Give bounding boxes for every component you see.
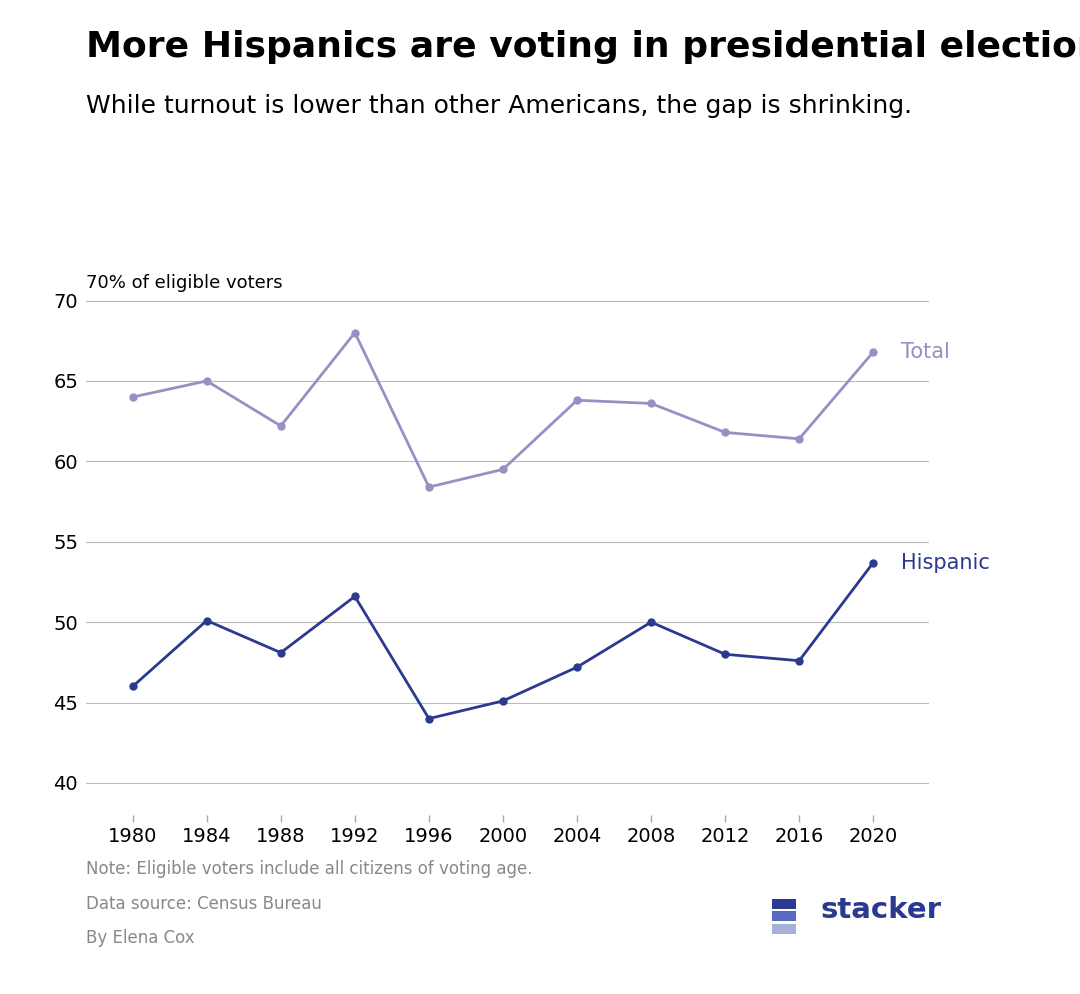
Text: While turnout is lower than other Americans, the gap is shrinking.: While turnout is lower than other Americ… (86, 94, 913, 118)
Text: Total: Total (901, 342, 950, 362)
Text: Note: Eligible voters include all citizens of voting age.: Note: Eligible voters include all citize… (86, 860, 532, 878)
Text: stacker: stacker (821, 896, 942, 923)
Text: 70% of eligible voters: 70% of eligible voters (86, 274, 283, 292)
Text: More Hispanics are voting in presidential elections: More Hispanics are voting in presidentia… (86, 30, 1080, 64)
Text: By Elena Cox: By Elena Cox (86, 929, 195, 947)
Text: Hispanic: Hispanic (901, 553, 990, 573)
Text: Data source: Census Bureau: Data source: Census Bureau (86, 895, 322, 912)
